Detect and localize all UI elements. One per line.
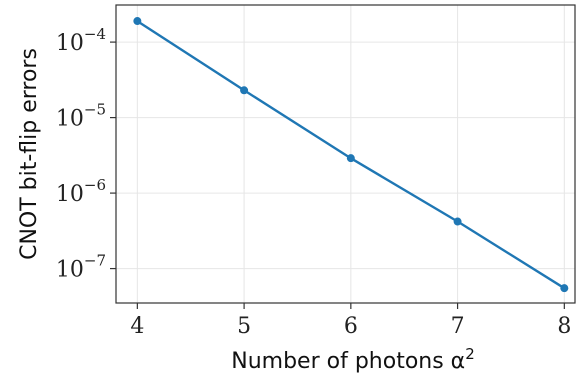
x-tick-label: 8 [557, 314, 571, 339]
data-point [240, 86, 249, 95]
data-point [453, 217, 462, 226]
data-point [560, 284, 569, 293]
x-axis-label-superscript: 2 [465, 345, 475, 363]
ticks: 4 5 6 7 8 10−4 10−5 10−6 10−7 [56, 25, 571, 339]
data-point [133, 17, 142, 26]
y-tick-label: 10−6 [56, 176, 106, 207]
x-tick-label: 4 [130, 314, 144, 339]
y-tick-label: 10−7 [56, 252, 106, 283]
x-tick-label: 5 [237, 314, 251, 339]
y-tick-label: 10−4 [56, 25, 106, 56]
y-tick-label: 10−5 [56, 101, 106, 132]
x-tick-label: 7 [451, 314, 465, 339]
y-axis-label: CNOT bit-flip errors [17, 48, 42, 260]
plot-frame [115, 4, 576, 304]
x-axis-label: Number of photons α2 [231, 345, 474, 374]
series-layer [133, 17, 569, 293]
grid [116, 5, 575, 303]
x-tick-label: 6 [344, 314, 358, 339]
data-point [346, 154, 355, 163]
